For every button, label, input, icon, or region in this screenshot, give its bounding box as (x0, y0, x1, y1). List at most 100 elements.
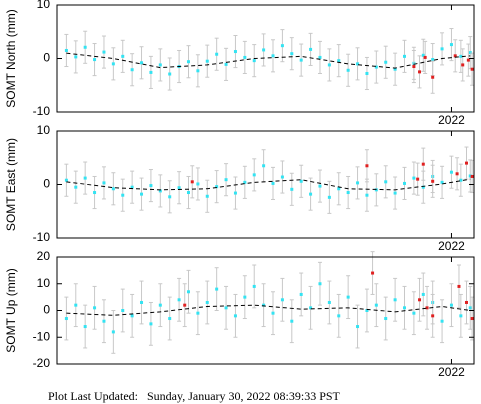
plot-frame (56, 130, 475, 239)
data-point (374, 303, 378, 307)
data-point (121, 309, 125, 312)
y-tick-label: -10 (33, 230, 51, 244)
data-point (121, 54, 125, 58)
data-point (271, 311, 275, 315)
data-point (215, 287, 219, 291)
data-point (440, 180, 444, 184)
data-point (196, 311, 200, 315)
data-point (111, 330, 115, 334)
data-point (384, 317, 388, 321)
data-point (412, 311, 416, 315)
y-tick-label: -10 (33, 104, 51, 118)
data-point (416, 177, 420, 181)
data-point (365, 309, 369, 312)
data-point (365, 71, 369, 75)
data-point (177, 298, 181, 302)
data-point (215, 185, 219, 189)
y-tick-label: 0 (43, 303, 50, 317)
data-point (252, 59, 256, 63)
data-point (74, 185, 78, 189)
data-point (243, 295, 247, 299)
plot-frame (56, 256, 475, 365)
data-point (457, 284, 461, 288)
y-axis-label: SOMT Up (mm) (4, 268, 18, 352)
data-point (470, 174, 474, 178)
data-point (418, 298, 422, 302)
data-point (205, 300, 209, 304)
data-point (425, 306, 429, 310)
data-point (393, 191, 397, 195)
data-point (186, 60, 190, 64)
data-point (280, 298, 284, 302)
data-point (290, 52, 294, 56)
data-point (196, 69, 200, 73)
data-point (93, 58, 97, 62)
data-point (233, 50, 237, 54)
data-point (365, 164, 369, 168)
data-point (252, 173, 256, 177)
data-point (130, 314, 134, 318)
data-point (64, 317, 68, 321)
data-point (468, 306, 472, 310)
data-point (290, 319, 294, 323)
data-point (403, 306, 406, 310)
data-point (168, 195, 172, 199)
trend-line (66, 52, 471, 69)
data-point (365, 193, 369, 197)
data-point (455, 172, 459, 176)
data-point (327, 300, 331, 304)
y-axis-label: SOMT North (mm) (4, 9, 18, 107)
data-point (449, 170, 453, 174)
data-point (186, 191, 190, 195)
data-point (252, 284, 256, 288)
y-tick-label: 10 (37, 123, 51, 137)
data-point (121, 193, 125, 197)
x-tick-label: 2022 (438, 239, 465, 253)
y-tick-label: -10 (33, 329, 51, 343)
data-point (461, 63, 465, 67)
data-point (215, 52, 219, 56)
x-tick-label: 2022 (438, 365, 465, 379)
data-point (299, 179, 303, 183)
data-point (393, 298, 397, 302)
data-point (102, 319, 106, 323)
footer-label: Plot Last Updated: (48, 389, 138, 403)
data-point (205, 59, 209, 63)
data-point (337, 314, 341, 318)
data-point (271, 181, 275, 185)
trend-line (66, 304, 471, 316)
footer-value: Sunday, January 30, 2022 08:39:33 PST (147, 389, 341, 403)
y-tick-label: 10 (37, 0, 51, 11)
data-point (299, 58, 303, 62)
data-point (356, 181, 360, 185)
data-point (431, 179, 435, 183)
data-point (449, 43, 453, 47)
data-point (309, 47, 313, 51)
data-point (346, 295, 350, 299)
data-point (384, 60, 388, 64)
data-point (464, 300, 468, 304)
data-point (346, 191, 350, 195)
data-point (205, 194, 209, 198)
data-point (64, 178, 68, 182)
data-point (421, 185, 425, 189)
plot-frame (56, 4, 475, 113)
data-point (83, 176, 87, 180)
data-point (290, 187, 294, 191)
data-point (93, 306, 97, 310)
data-point (149, 184, 153, 188)
data-point (149, 322, 153, 326)
data-point (280, 44, 284, 48)
data-point (318, 184, 322, 188)
data-point (158, 63, 162, 67)
data-point (233, 191, 237, 195)
plot-area (64, 28, 475, 94)
data-point (168, 317, 172, 321)
data-point (130, 185, 134, 189)
data-point (149, 70, 153, 74)
data-point (453, 54, 457, 58)
data-point (83, 45, 87, 49)
data-point (111, 62, 115, 66)
data-point (346, 68, 350, 72)
